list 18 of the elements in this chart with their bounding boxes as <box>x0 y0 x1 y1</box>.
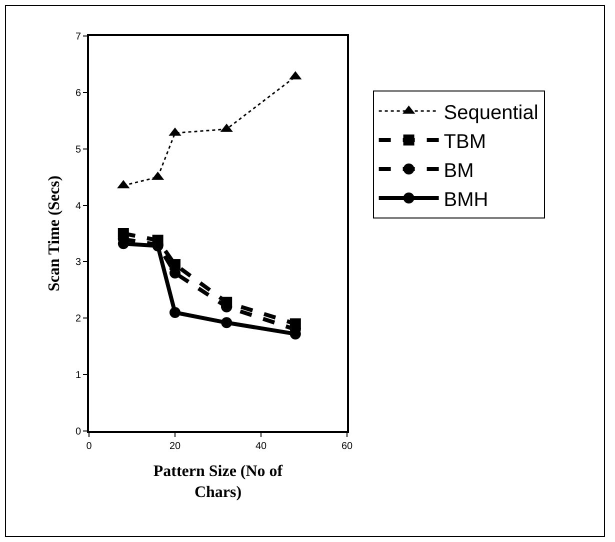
y-tick-label: 7 <box>75 32 82 42</box>
legend-label: TBM <box>444 130 486 153</box>
y-tick-label: 6 <box>75 88 82 99</box>
x-axis-title: Pattern Size (No of Chars) <box>153 463 284 501</box>
legend-label: Sequential <box>444 102 538 124</box>
legend-label: BM <box>444 160 474 182</box>
y-tick-label: 3 <box>75 257 82 268</box>
y-tick-label: 1 <box>75 370 82 382</box>
x-tick-label: 0 <box>86 441 92 452</box>
y-axis-title: Scan Time (Secs) <box>46 176 63 292</box>
legend-label: BMH <box>444 188 488 211</box>
y-tick-label: 5 <box>75 144 82 156</box>
x-tick-label: 20 <box>169 441 181 452</box>
y-tick-label: 2 <box>75 314 82 325</box>
x-tick-label: 40 <box>255 441 267 452</box>
y-tick-label: 0 <box>75 426 82 438</box>
y-tick-label: 4 <box>75 200 82 212</box>
x-tick-label: 60 <box>341 441 353 452</box>
